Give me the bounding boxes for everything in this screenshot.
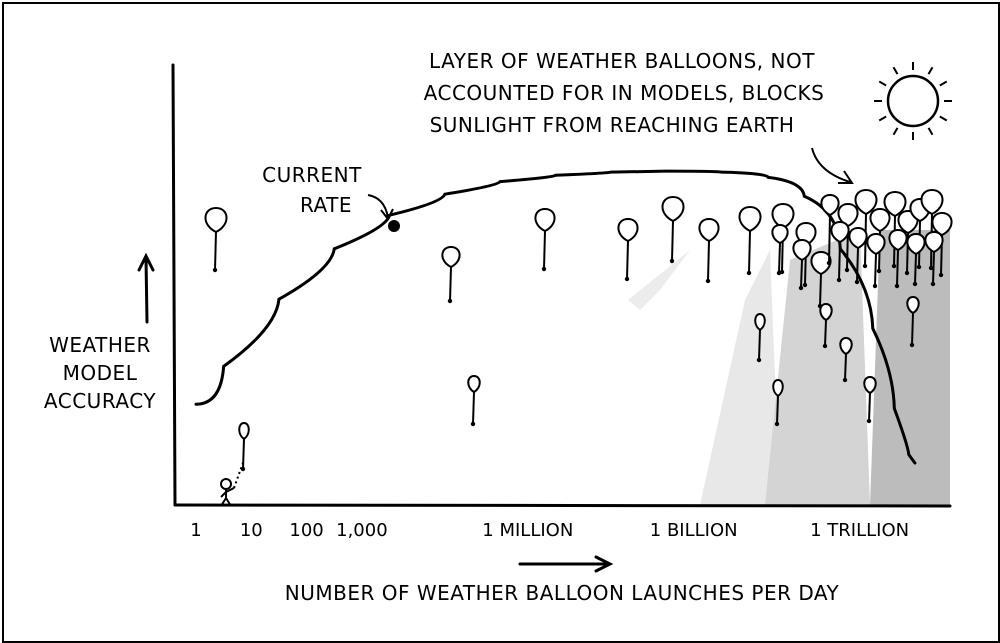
balloon-icon [772, 378, 784, 427]
balloon-icon [204, 206, 228, 273]
balloon-icon [839, 336, 853, 383]
balloon-icon [810, 250, 832, 309]
x-tick-label: 100 [289, 520, 323, 541]
annotation-layer-line-3: SUNLIGHT FROM REACHING EARTH [430, 113, 795, 137]
current-rate-point [388, 220, 400, 232]
stick-figure-icon [220, 459, 245, 507]
balloon-icon [863, 375, 877, 424]
balloon-icon [820, 193, 840, 266]
balloon-icon [906, 232, 926, 287]
y-axis [171, 63, 177, 507]
sun-icon [874, 62, 952, 140]
balloon-icon [866, 232, 886, 289]
sun-ray [927, 66, 934, 75]
sun-ray [892, 127, 899, 136]
shade-region-streak [628, 250, 690, 310]
sun-ray [878, 80, 887, 87]
annotation-layer-arrow [811, 147, 854, 184]
shade-region-dark [870, 230, 950, 505]
x-tick-label: 1,000 [336, 520, 388, 541]
balloon-icon [467, 374, 481, 427]
balloon-icon [830, 220, 850, 283]
y-axis-label-line-2: MODEL [63, 361, 138, 385]
y-axis-label-line-3: ACCURACY [44, 389, 156, 413]
annotation-current-rate-line-1: CURRENT [262, 163, 362, 187]
annotation-current-rate-line-2: RATE [300, 193, 352, 217]
balloon-icon [924, 230, 944, 287]
sun-ray [939, 115, 948, 122]
y-axis-arrow [137, 252, 155, 324]
sun-ray [878, 115, 887, 122]
x-axis [173, 503, 952, 508]
accuracy-curve [194, 169, 917, 465]
x-tick-label: 1 BILLION [650, 520, 738, 541]
balloon-icon [661, 195, 685, 264]
shade-region-light [700, 250, 780, 505]
balloon-icon [883, 190, 907, 269]
x-tick-label: 1 TRILLION [810, 520, 909, 541]
annotation-layer-line-2: ACCOUNTED FOR IN MODELS, BLOCKS [424, 81, 825, 105]
y-axis-label-line-1: WEATHER [49, 333, 151, 357]
balloon-icon [848, 226, 868, 285]
balloon-icon [854, 188, 878, 269]
x-tick-label: 1 MILLION [482, 520, 573, 541]
balloon-icon [888, 228, 908, 289]
balloon-icon [441, 245, 461, 304]
x-axis-arrow [518, 555, 614, 573]
x-axis-label: NUMBER OF WEATHER BALLOON LAUNCHES PER D… [285, 581, 840, 605]
x-tick-label: 10 [240, 520, 263, 541]
balloon-icon [238, 421, 250, 472]
balloon-icon [792, 238, 812, 291]
x-tick-label: 1 [190, 520, 201, 541]
balloon-icon [534, 207, 556, 272]
annotation-current-rate-arrow [367, 194, 394, 221]
sun-ray [892, 66, 899, 75]
sun-ray [939, 80, 948, 87]
balloon-icon [771, 223, 789, 276]
balloon-icon [754, 312, 766, 363]
balloons-group [204, 188, 953, 472]
shade-region-mid [765, 230, 870, 505]
balloon-icon [738, 205, 762, 276]
balloon-icon [617, 217, 639, 282]
balloon-icon [698, 217, 720, 284]
sun-ray [927, 127, 934, 136]
x-tick-labels: 1 10 100 1,000 1 MILLION 1 BILLION 1 TRILLION [190, 520, 909, 541]
balloon-icon [819, 302, 833, 349]
balloon-icon [906, 295, 920, 348]
annotation-layer-line-1: LAYER OF WEATHER BALLOONS, NOT [429, 49, 815, 73]
